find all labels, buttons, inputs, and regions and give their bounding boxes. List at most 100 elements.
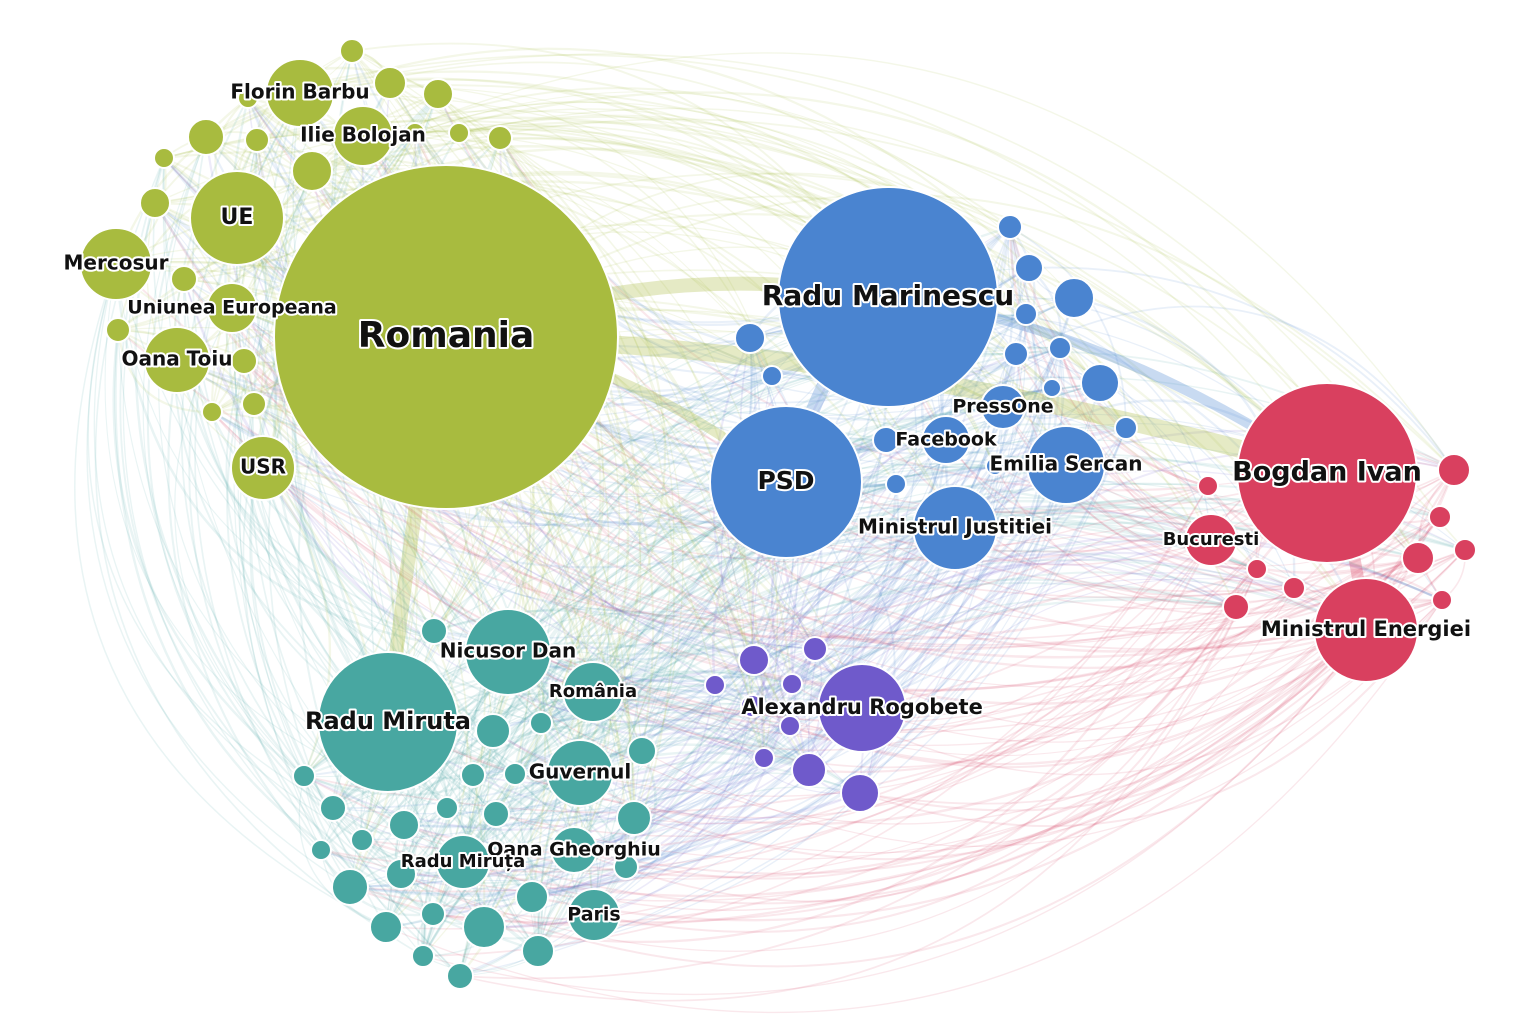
edge (495, 813, 543, 952)
node (369, 910, 403, 944)
edge (231, 307, 791, 730)
node (153, 147, 175, 169)
edge (579, 507, 1212, 774)
node (446, 962, 474, 990)
edge (459, 568, 1258, 1002)
node (422, 78, 454, 110)
node (435, 834, 491, 890)
edge (361, 711, 791, 841)
node-label: Alexandru Rogobete (741, 695, 983, 719)
node-label: USR (240, 455, 286, 479)
edge (253, 403, 956, 617)
edge (592, 587, 1295, 769)
node (482, 800, 510, 828)
edge (859, 469, 1455, 805)
node (921, 415, 971, 465)
node (475, 713, 511, 749)
edge (492, 701, 765, 759)
edge (459, 382, 1101, 977)
node (1437, 453, 1471, 487)
edge (361, 838, 427, 957)
edge (895, 353, 1017, 485)
node (435, 796, 459, 820)
edge (492, 729, 765, 782)
node (779, 715, 801, 737)
edge (1293, 571, 1443, 601)
node (562, 661, 624, 723)
edge (432, 353, 1018, 916)
node (237, 87, 259, 109)
edge (789, 629, 1367, 766)
edge (814, 464, 1067, 650)
edge (385, 485, 1209, 930)
edge (262, 382, 1101, 613)
edge (785, 481, 1419, 610)
edge (114, 329, 539, 953)
node (350, 828, 374, 852)
edge (303, 775, 402, 875)
edge (492, 642, 755, 732)
edge (462, 353, 1017, 863)
node (613, 854, 639, 880)
edge (385, 520, 1212, 928)
edge (606, 375, 773, 819)
node (187, 118, 225, 156)
node (515, 880, 549, 914)
node (143, 326, 211, 394)
edge (256, 139, 765, 759)
node (319, 794, 347, 822)
edge (446, 527, 956, 822)
edge (311, 91, 1419, 559)
node (206, 282, 258, 334)
edge (459, 606, 1237, 980)
node (404, 122, 426, 144)
node (105, 317, 131, 343)
edge (311, 164, 751, 339)
edge (162, 157, 539, 952)
edge (593, 568, 1258, 933)
node (1197, 475, 1219, 497)
node (521, 934, 555, 968)
edge (1418, 469, 1455, 601)
edge (492, 687, 810, 771)
edge (235, 217, 643, 752)
edge (152, 202, 435, 632)
node-label: Florin Barbu (230, 80, 369, 104)
edge (625, 750, 657, 868)
node (1428, 505, 1452, 529)
node (230, 435, 296, 501)
edge (633, 705, 753, 819)
edge (385, 481, 787, 928)
edge (387, 721, 861, 826)
edge (303, 775, 434, 915)
node (567, 888, 621, 942)
edge (531, 757, 765, 899)
node (791, 752, 827, 788)
edge (625, 786, 861, 868)
edge (262, 467, 594, 696)
edge (400, 629, 1367, 968)
node-label: Paris (567, 904, 620, 926)
edge (540, 674, 716, 724)
edge (514, 718, 810, 775)
node (487, 125, 513, 151)
edge (499, 137, 666, 693)
edge (351, 50, 753, 707)
edge (87, 263, 334, 809)
edge (445, 193, 1455, 471)
edge (253, 403, 406, 888)
edge (332, 807, 448, 835)
edge (483, 705, 753, 928)
edge (540, 347, 1062, 725)
node (420, 901, 446, 927)
node-label: Uniunea Europeana (127, 297, 336, 319)
node (1184, 513, 1238, 567)
edge (712, 337, 791, 727)
node (980, 384, 1026, 430)
node (230, 347, 258, 375)
node (840, 773, 880, 813)
edge (573, 606, 1237, 903)
edge (205, 136, 291, 405)
edge (211, 411, 1441, 724)
